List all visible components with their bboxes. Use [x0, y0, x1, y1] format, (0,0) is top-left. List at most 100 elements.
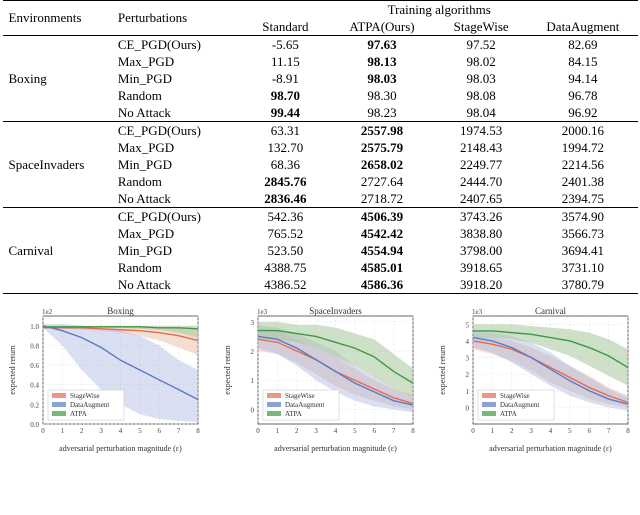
perturbation-label: Max_PGD	[112, 139, 241, 156]
svg-text:adversarial perturbation magni: adversarial perturbation magnitude (ε)	[59, 444, 182, 453]
svg-text:5: 5	[568, 427, 572, 435]
svg-text:2: 2	[251, 348, 255, 356]
svg-text:1: 1	[491, 427, 495, 435]
svg-text:ATPA: ATPA	[285, 410, 302, 418]
svg-text:1: 1	[61, 427, 65, 435]
svg-text:5: 5	[138, 427, 142, 435]
chart-panel: 0123456780123SpaceInvaders1e3adversarial…	[220, 304, 420, 454]
cell-value: 3566.73	[528, 225, 637, 242]
svg-text:Boxing: Boxing	[107, 306, 134, 316]
svg-text:7: 7	[392, 427, 396, 435]
svg-text:adversarial perturbation magni: adversarial perturbation magnitude (ε)	[489, 444, 612, 453]
svg-text:4: 4	[466, 338, 470, 346]
cell-value: 63.31	[241, 122, 330, 140]
svg-text:0: 0	[471, 427, 475, 435]
cell-value: 3694.41	[528, 242, 637, 259]
svg-text:1: 1	[251, 377, 255, 385]
env-label: Carnival	[3, 208, 112, 294]
perturbation-label: No Attack	[112, 104, 241, 122]
cell-value: 94.14	[528, 70, 637, 87]
cell-value: 4585.01	[330, 259, 434, 276]
svg-text:4: 4	[334, 427, 338, 435]
svg-text:6: 6	[588, 427, 592, 435]
cell-value: 3918.20	[434, 276, 528, 294]
svg-text:1: 1	[466, 388, 470, 396]
svg-text:5: 5	[466, 321, 470, 329]
cell-value: 99.44	[241, 104, 330, 122]
env-label: SpaceInvaders	[3, 122, 112, 208]
svg-text:0: 0	[466, 404, 470, 412]
svg-text:DataAugment: DataAugment	[500, 401, 539, 409]
svg-text:expected return: expected return	[223, 345, 232, 395]
svg-text:Carnival: Carnival	[535, 306, 566, 316]
cell-value: 4542.42	[330, 225, 434, 242]
svg-text:8: 8	[626, 427, 630, 435]
svg-text:StageWise: StageWise	[500, 392, 530, 400]
cell-value: 2575.79	[330, 139, 434, 156]
svg-text:8: 8	[411, 427, 415, 435]
perturbation-label: Random	[112, 259, 241, 276]
cell-value: 1994.72	[528, 139, 637, 156]
cell-value: 2214.56	[528, 156, 637, 173]
svg-text:3: 3	[529, 427, 533, 435]
cell-value: 3798.00	[434, 242, 528, 259]
svg-text:2: 2	[466, 371, 470, 379]
svg-text:0.6: 0.6	[30, 362, 39, 370]
svg-text:8: 8	[196, 427, 200, 435]
cell-value: 98.03	[330, 70, 434, 87]
cell-value: -5.65	[241, 36, 330, 54]
svg-text:7: 7	[177, 427, 181, 435]
cell-value: 4554.94	[330, 242, 434, 259]
svg-text:DataAugment: DataAugment	[285, 401, 324, 409]
cell-value: 2727.64	[330, 173, 434, 190]
svg-text:SpaceInvaders: SpaceInvaders	[309, 306, 362, 316]
svg-text:0.2: 0.2	[30, 401, 39, 409]
perturbation-label: Random	[112, 87, 241, 104]
header-group: Training algorithms	[241, 1, 638, 19]
header-standard: Standard	[241, 18, 330, 36]
cell-value: 2407.65	[434, 190, 528, 208]
chart-panel: 012345678012345Carnival1e3adversarial pe…	[435, 304, 635, 454]
cell-value: 97.52	[434, 36, 528, 54]
cell-value: 4386.52	[241, 276, 330, 294]
svg-text:StageWise: StageWise	[70, 392, 100, 400]
results-table: EnvironmentsPerturbationsTraining algori…	[3, 0, 638, 294]
perturbation-label: CE_PGD(Ours)	[112, 122, 241, 140]
svg-text:3: 3	[99, 427, 103, 435]
svg-text:expected return: expected return	[8, 345, 17, 395]
svg-text:StageWise: StageWise	[285, 392, 315, 400]
cell-value: 3838.80	[434, 225, 528, 242]
cell-value: 523.50	[241, 242, 330, 259]
cell-value: 98.30	[330, 87, 434, 104]
svg-text:2: 2	[80, 427, 84, 435]
svg-text:adversarial perturbation magni: adversarial perturbation magnitude (ε)	[274, 444, 397, 453]
svg-text:7: 7	[607, 427, 611, 435]
perturbation-label: No Attack	[112, 190, 241, 208]
cell-value: 98.02	[434, 53, 528, 70]
header-env: Environments	[3, 1, 112, 36]
perturbation-label: No Attack	[112, 276, 241, 294]
svg-text:3: 3	[251, 319, 255, 327]
svg-text:0.4: 0.4	[30, 382, 39, 390]
cell-value: 2000.16	[528, 122, 637, 140]
cell-value: 3918.65	[434, 259, 528, 276]
cell-value: 2836.46	[241, 190, 330, 208]
cell-value: 98.04	[434, 104, 528, 122]
perturbation-label: Max_PGD	[112, 53, 241, 70]
cell-value: 1974.53	[434, 122, 528, 140]
charts-row: 0123456780.00.20.40.60.81.0Boxing1e2adve…	[5, 304, 635, 454]
cell-value: 542.36	[241, 208, 330, 226]
svg-text:0: 0	[256, 427, 260, 435]
cell-value: 68.36	[241, 156, 330, 173]
svg-text:2: 2	[510, 427, 514, 435]
svg-text:3: 3	[466, 355, 470, 363]
svg-text:6: 6	[373, 427, 377, 435]
svg-text:0.0: 0.0	[30, 421, 39, 429]
svg-text:1e2: 1e2	[42, 308, 53, 316]
cell-value: 96.78	[528, 87, 637, 104]
cell-value: 97.63	[330, 36, 434, 54]
perturbation-label: CE_PGD(Ours)	[112, 36, 241, 54]
perturbation-label: Min_PGD	[112, 242, 241, 259]
perturbation-label: Max_PGD	[112, 225, 241, 242]
perturbation-label: Min_PGD	[112, 70, 241, 87]
